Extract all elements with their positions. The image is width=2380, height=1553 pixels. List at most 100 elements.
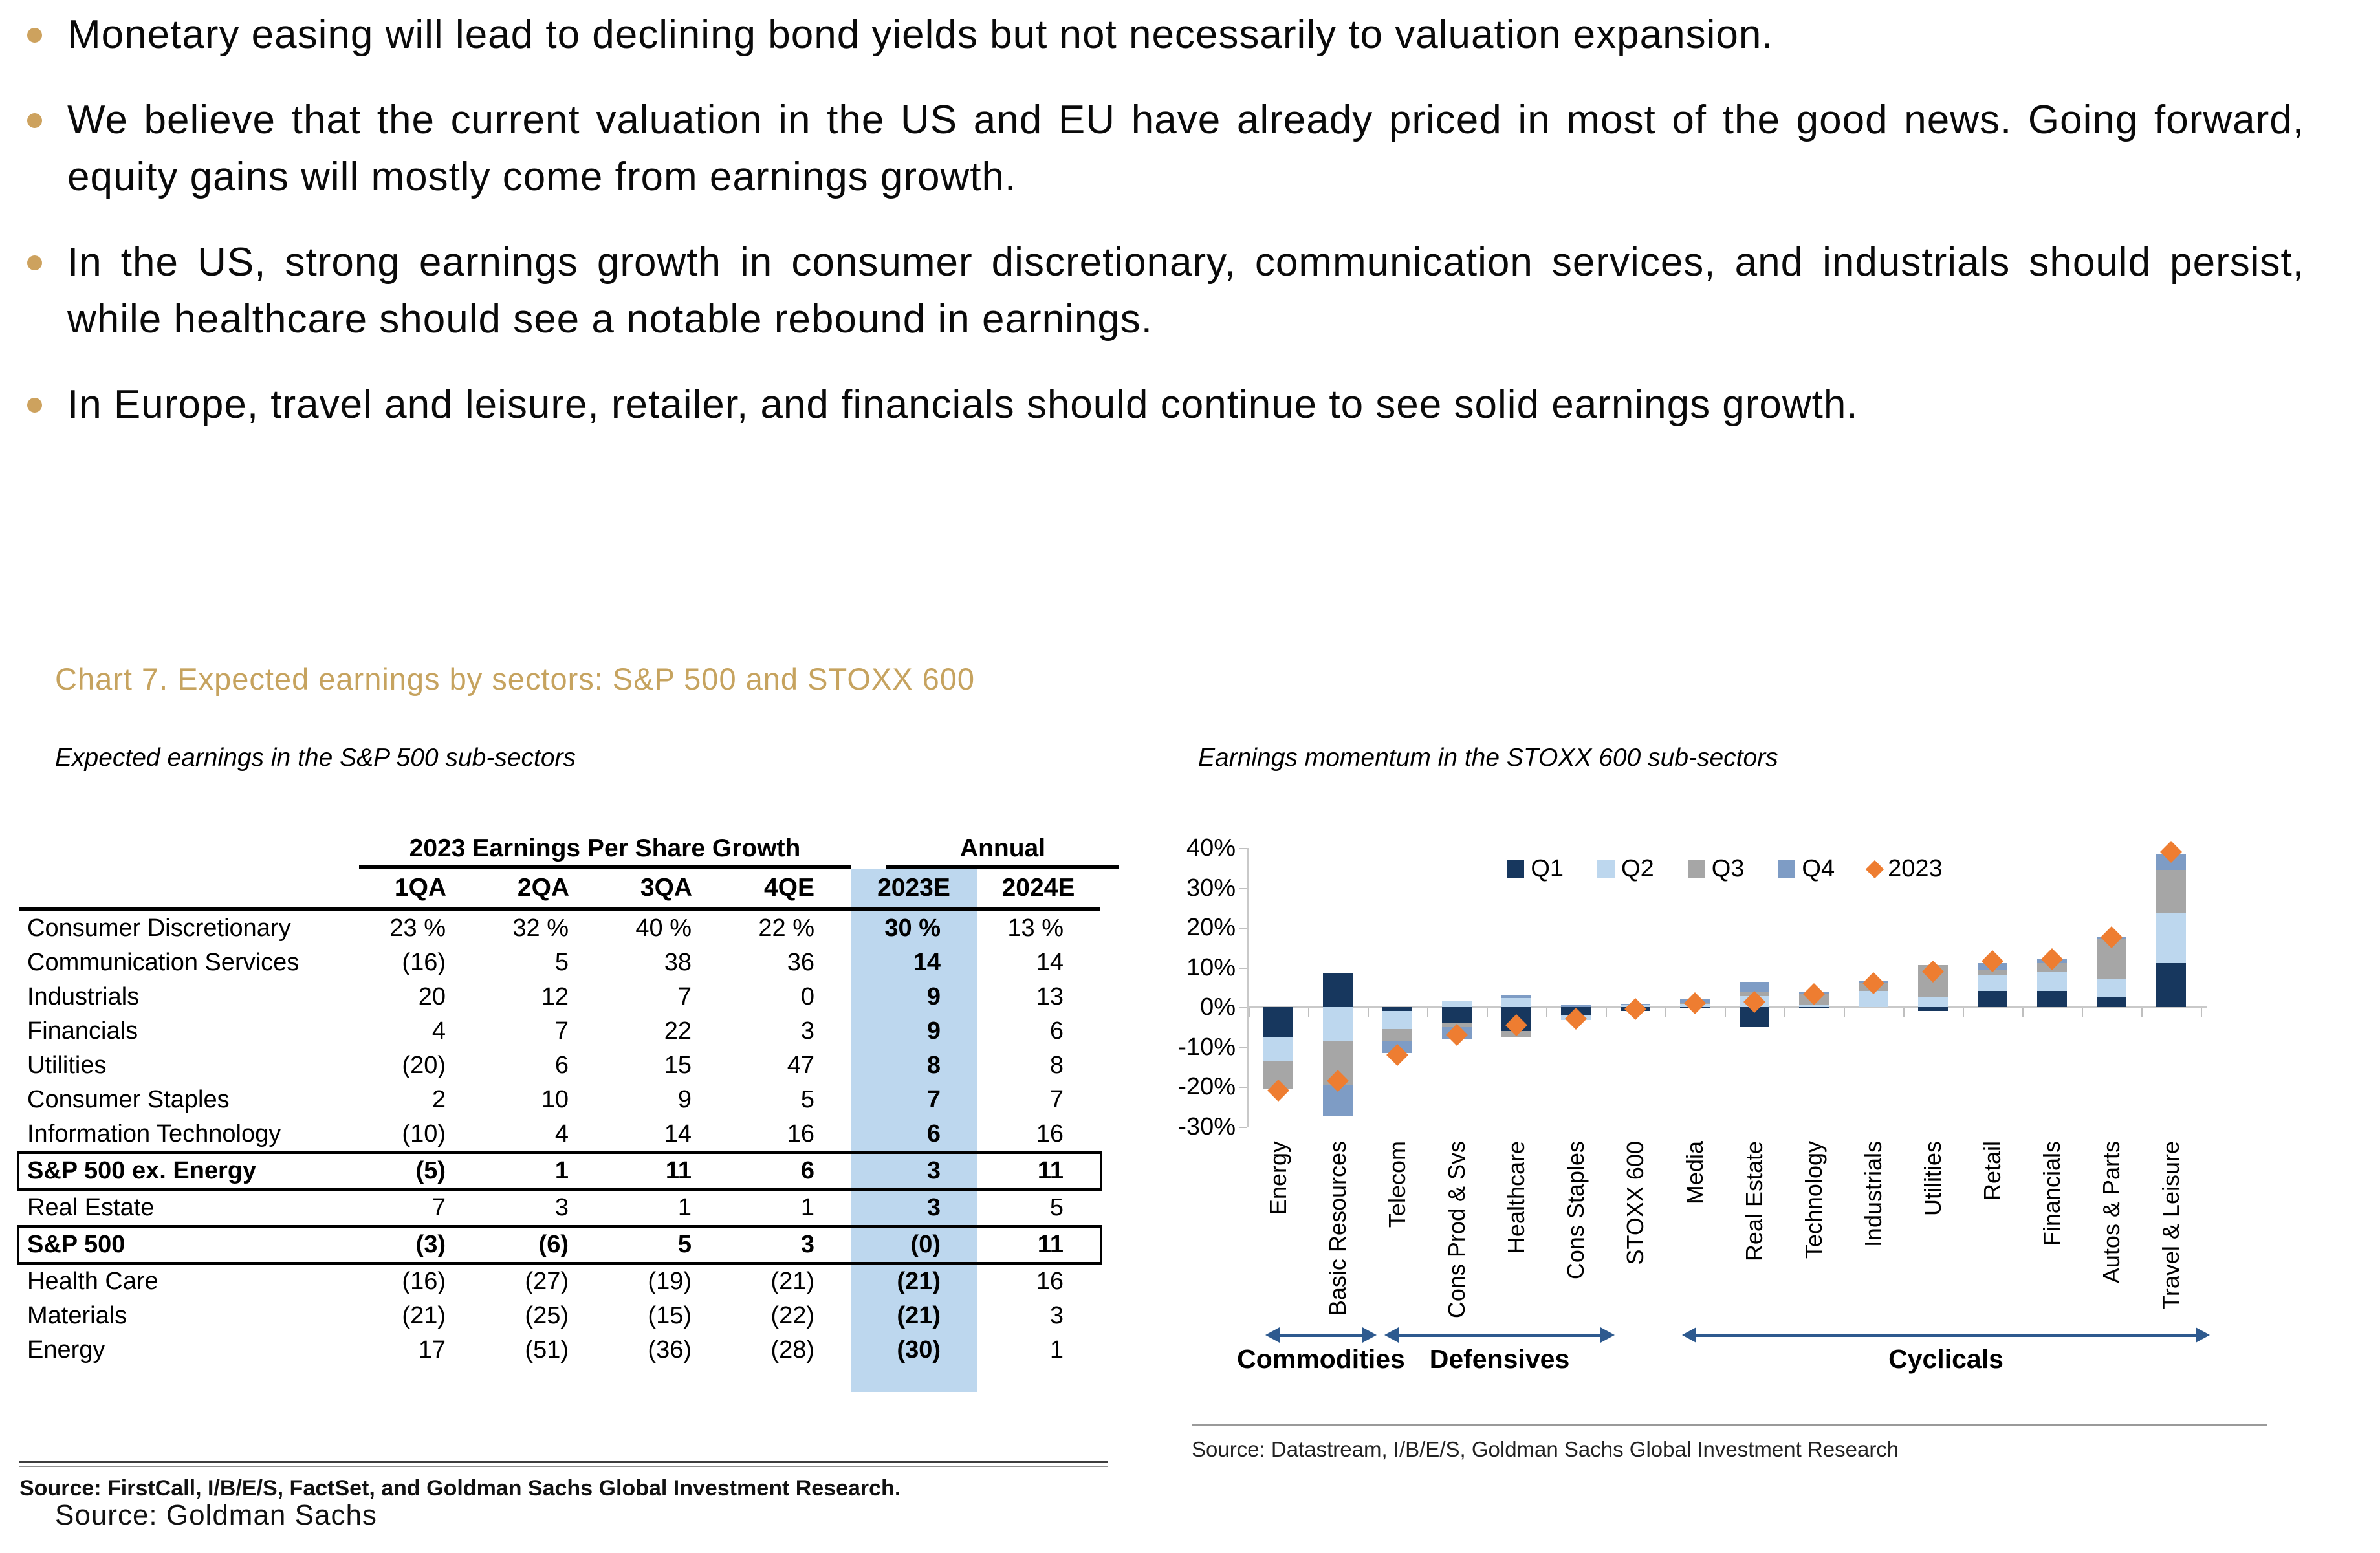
- row-value: 12: [541, 983, 569, 1010]
- group-arrow-line: [1396, 1334, 1603, 1337]
- row-label: Industrials: [27, 983, 140, 1010]
- row-label: Consumer Staples: [27, 1086, 230, 1113]
- bar-segment-q4: [1501, 995, 1531, 999]
- x-category-label-text: Industrials: [1860, 1140, 1886, 1247]
- row-value: 13 %: [1007, 915, 1064, 942]
- bar-segment-q1: [1799, 1007, 1829, 1009]
- row-value: 16: [1036, 1120, 1064, 1147]
- table-group-headers: 2023 Earnings Per Share Growth Annual: [19, 829, 1119, 869]
- x-tick-mark: [1665, 1008, 1666, 1017]
- chart-source-rule: [1192, 1424, 2267, 1426]
- row-value: 4: [431, 1017, 446, 1045]
- bar-segment-q4: [1561, 1004, 1591, 1007]
- row-label: S&P 500: [27, 1231, 126, 1258]
- row-value: 2: [431, 1086, 446, 1113]
- row-value: 6: [800, 1157, 814, 1184]
- table-row: Health Care (16) (27) (19) (21) (21) 16: [19, 1265, 1100, 1299]
- bar-segment-q3: [1978, 969, 2007, 975]
- row-value: (6): [538, 1231, 569, 1258]
- x-tick-mark: [1249, 1008, 1250, 1017]
- bar-segment-q1: [1978, 991, 2007, 1007]
- row-value: 6: [554, 1052, 569, 1079]
- x-category-label-text: Technology: [1800, 1140, 1827, 1259]
- x-category-label-text: Media: [1681, 1140, 1708, 1204]
- row-value: 14: [664, 1120, 692, 1147]
- table-row: Real Estate 7 3 1 1 3 5: [19, 1191, 1100, 1225]
- row-label: S&P 500 ex. Energy: [27, 1157, 257, 1184]
- bar-segment-q1: [2097, 997, 2126, 1007]
- y-tick-label: -20%: [1178, 1073, 1236, 1100]
- x-tick-mark: [1368, 1008, 1369, 1017]
- bar-segment-q3: [1382, 1028, 1412, 1041]
- bar-segment-q1: [2037, 991, 2067, 1007]
- bar-segment-q1: [2156, 963, 2186, 1007]
- annual-header: Annual: [886, 834, 1119, 869]
- bar-segment-q2: [2156, 913, 2186, 964]
- x-category-label-text: Utilities: [1919, 1140, 1946, 1216]
- table-row: Consumer Staples 2 10 9 5 7 7: [19, 1083, 1100, 1117]
- table-source: Source: FirstCall, I/B/E/S, FactSet, and…: [19, 1476, 901, 1501]
- x-category-label-text: STOXX 600: [1622, 1140, 1648, 1265]
- x-tick-mark: [1844, 1008, 1845, 1017]
- row-value: 8: [1049, 1052, 1064, 1079]
- y-tick-mark: [1239, 1047, 1247, 1048]
- row-value: 16: [1036, 1268, 1064, 1295]
- x-tick-mark: [2141, 1008, 2143, 1017]
- table-bottom-rule: [19, 1461, 1108, 1467]
- row-value: 20: [418, 983, 446, 1010]
- y-tick-label: -30%: [1178, 1113, 1236, 1140]
- table-row: Materials (21) (25) (15) (22) (21) 3: [19, 1299, 1100, 1333]
- x-category-label-text: Financials: [2038, 1140, 2065, 1246]
- row-value: 10: [541, 1086, 569, 1113]
- y-axis-line: [1247, 848, 1249, 1127]
- y-tick-label: 20%: [1186, 914, 1236, 941]
- row-value: 1: [1049, 1336, 1064, 1363]
- x-tick-mark: [1546, 1008, 1547, 1017]
- arrow-left-icon: [1265, 1327, 1280, 1343]
- group-arrow-line: [1694, 1334, 2198, 1337]
- row-value: 36: [787, 949, 814, 976]
- row-value: (16): [402, 1268, 446, 1295]
- bullet-text: In the US, strong earnings growth in con…: [67, 240, 2304, 342]
- bullet-dot: [27, 113, 42, 128]
- bar-segment-q2: [1442, 1001, 1472, 1007]
- row-value: 7: [851, 1083, 977, 1117]
- row-label: Real Estate: [27, 1194, 155, 1221]
- row-value: 15: [664, 1052, 692, 1079]
- bar-segment-q1: [1382, 1007, 1412, 1012]
- arrow-left-icon: [1384, 1327, 1399, 1343]
- row-value: (21): [851, 1299, 977, 1333]
- chart-source: Source: Datastream, I/B/E/S, Goldman Sac…: [1192, 1437, 1899, 1461]
- y-tick-mark: [1239, 928, 1247, 929]
- x-category-label-text: Healthcare: [1503, 1140, 1529, 1254]
- row-value: 40 %: [635, 915, 692, 942]
- row-value: 6: [851, 1117, 977, 1151]
- table-row: Energy 17 (51) (36) (28) (30) 1: [19, 1333, 1100, 1367]
- x-category-label: Retail: [1979, 1141, 2039, 1200]
- row-value: 14: [851, 946, 977, 980]
- legend-label: Q2: [1621, 855, 1654, 882]
- y-tick-mark: [1239, 1087, 1247, 1088]
- row-value: (10): [402, 1120, 446, 1147]
- y-tick-mark: [1239, 967, 1247, 969]
- legend-item: 2023: [1865, 855, 1943, 883]
- x-category-label-text: Cons Staples: [1562, 1140, 1589, 1279]
- row-value: 23 %: [389, 915, 446, 942]
- marker-2023: [1684, 992, 1706, 1014]
- row-value: (51): [525, 1336, 569, 1363]
- row-label: Information Technology: [27, 1120, 281, 1147]
- column-header: 4QE: [763, 874, 815, 902]
- legend-swatch: [1507, 860, 1525, 878]
- row-value: 22 %: [758, 915, 814, 942]
- row-value: 17: [418, 1336, 446, 1363]
- bar-segment-q1: [1263, 1007, 1293, 1037]
- legend-label: Q4: [1802, 855, 1835, 882]
- row-value: (5): [415, 1157, 446, 1184]
- right-subtitle: Earnings momentum in the STOXX 600 sub-s…: [1198, 744, 1778, 772]
- x-tick-mark: [2201, 1008, 2202, 1017]
- bar-segment-q1: [1918, 1007, 1948, 1012]
- row-value: 4: [554, 1120, 569, 1147]
- y-tick-mark: [1239, 1126, 1247, 1128]
- x-category-label-text: Energy: [1265, 1140, 1291, 1215]
- row-value: (20): [402, 1052, 446, 1079]
